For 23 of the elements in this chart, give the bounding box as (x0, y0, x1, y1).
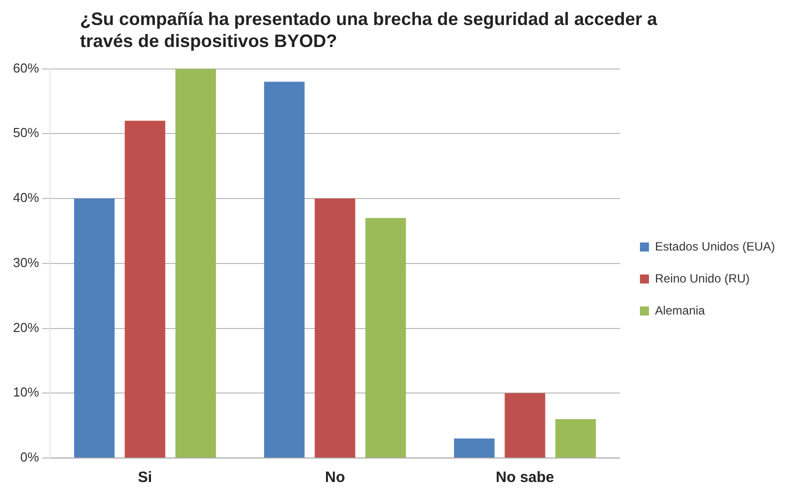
y-tick-label: 0% (20, 450, 40, 465)
bar (264, 82, 305, 458)
legend-label: Estados Unidos (EUA) (654, 239, 776, 254)
bar (555, 419, 596, 458)
bar (175, 68, 216, 458)
bar (504, 393, 546, 458)
bar (365, 218, 406, 458)
x-tick-label: No sabe (496, 469, 554, 486)
y-tick-label: 60% (12, 60, 40, 76)
y-tick-label: 30% (12, 254, 40, 270)
y-tick-label: 20% (12, 320, 40, 335)
legend-label: Reino Unido (RU) (654, 271, 750, 286)
bar (74, 198, 115, 458)
y-tick-label: 50% (12, 125, 40, 140)
chart-title: ¿Su compañía ha presentado una brecha de seguridad al acceder a través de dispositivos BYOD? (80, 8, 658, 52)
bar (454, 438, 495, 458)
bar (124, 120, 166, 458)
y-tick-label: 40% (12, 190, 40, 206)
x-tick-label: Si (138, 469, 152, 486)
x-tick-label: No (324, 469, 345, 486)
y-tick-label: 10% (12, 384, 40, 400)
legend-label: Alemania (654, 303, 706, 318)
bar (314, 198, 356, 458)
